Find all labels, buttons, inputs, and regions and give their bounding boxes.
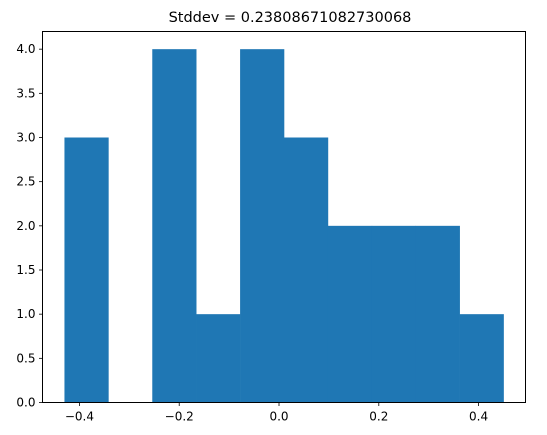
y-tick-label-3: 1.5 bbox=[16, 263, 35, 277]
x-tick-label-1: −0.2 bbox=[165, 410, 194, 424]
plot-frame bbox=[42, 31, 526, 403]
histogram-bar-8 bbox=[415, 225, 460, 403]
histogram-bar-3 bbox=[196, 314, 241, 403]
y-tick-label-4: 2.0 bbox=[16, 219, 35, 233]
x-axis: −0.4 −0.2 0.0 0.2 0.4 bbox=[65, 402, 488, 424]
bars-group bbox=[64, 49, 504, 403]
histogram-bar-6 bbox=[327, 225, 373, 403]
x-tick-label-3: 0.2 bbox=[369, 410, 388, 424]
histogram-bar-9 bbox=[459, 314, 504, 403]
histogram-bar-4 bbox=[240, 49, 285, 403]
histogram-bar-7 bbox=[371, 225, 417, 403]
x-tick-label-0: −0.4 bbox=[65, 410, 94, 424]
y-tick-label-6: 3.0 bbox=[16, 131, 35, 145]
y-tick-label-8: 4.0 bbox=[16, 42, 35, 56]
y-axis: 0.0 0.5 1.0 1.5 2.0 2.5 3.0 3.5 4.0 bbox=[16, 42, 43, 410]
histogram-bar-2 bbox=[152, 49, 197, 403]
y-tick-label-7: 3.5 bbox=[16, 86, 35, 100]
x-tick-label-2: 0.0 bbox=[269, 410, 288, 424]
y-tick-label-5: 2.5 bbox=[16, 175, 35, 189]
y-tick-label-2: 1.0 bbox=[16, 307, 35, 321]
x-tick-label-4: 0.4 bbox=[469, 410, 488, 424]
histogram-bar-0 bbox=[64, 137, 109, 403]
chart-title: Stddev = 0.23808671082730068 bbox=[169, 10, 412, 26]
y-tick-label-0: 0.0 bbox=[16, 396, 35, 410]
histogram-bar-5 bbox=[284, 137, 329, 403]
y-tick-label-1: 0.5 bbox=[16, 351, 35, 365]
